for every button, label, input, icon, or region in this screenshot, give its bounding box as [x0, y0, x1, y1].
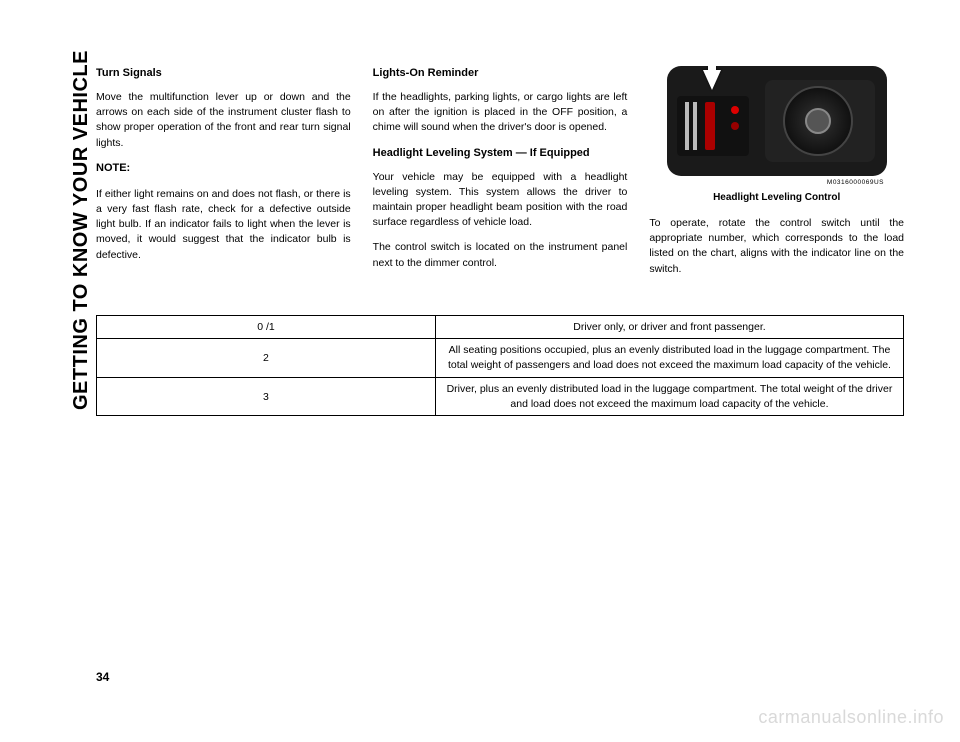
figure-headlight-control: M0316000069US Headlight Leveling Control — [649, 66, 904, 206]
table-body: 0 /1 Driver only, or driver and front pa… — [97, 315, 904, 415]
manual-page: GETTING TO KNOW YOUR VEHICLE Turn Signal… — [0, 0, 960, 742]
table-cell-position: 0 /1 — [97, 315, 436, 339]
arrow-down-icon — [703, 70, 721, 90]
figure-caption: Headlight Leveling Control — [649, 191, 904, 206]
headlight-dial-graphic — [783, 86, 853, 156]
column-2: Lights-On Reminder If the headlights, pa… — [373, 66, 628, 287]
note-body: If either light remains on and does not … — [96, 187, 351, 263]
table-cell-description: Driver only, or driver and front passeng… — [435, 315, 903, 339]
leveling-table: 0 /1 Driver only, or driver and front pa… — [96, 315, 904, 416]
column-3: M0316000069US Headlight Leveling Control… — [649, 66, 904, 287]
section-title-vertical: GETTING TO KNOW YOUR VEHICLE — [70, 110, 93, 410]
figure-image — [667, 66, 887, 176]
table-row: 2 All seating positions occupied, plus a… — [97, 339, 904, 377]
heading-lights-on-reminder: Lights-On Reminder — [373, 66, 628, 82]
table-cell-position: 3 — [97, 377, 436, 415]
table-cell-position: 2 — [97, 339, 436, 377]
page-number: 34 — [96, 670, 109, 684]
paragraph: To operate, rotate the control switch un… — [649, 216, 904, 277]
heading-turn-signals: Turn Signals — [96, 66, 351, 82]
paragraph: Your vehicle may be equipped with a head… — [373, 170, 628, 231]
paragraph: The control switch is located on the ins… — [373, 240, 628, 270]
heading-headlight-leveling: Headlight Leveling System — If Equipped — [373, 146, 628, 162]
table-cell-description: Driver, plus an evenly distributed load … — [435, 377, 903, 415]
content-columns: Turn Signals Move the multifunction leve… — [96, 66, 904, 287]
dial-panel-graphic — [765, 80, 875, 162]
table-row: 3 Driver, plus an evenly distributed loa… — [97, 377, 904, 415]
leveling-chart: 0 /1 Driver only, or driver and front pa… — [96, 315, 904, 416]
table-row: 0 /1 Driver only, or driver and front pa… — [97, 315, 904, 339]
column-1: Turn Signals Move the multifunction leve… — [96, 66, 351, 287]
watermark: carmanualsonline.info — [758, 707, 944, 728]
paragraph: If the headlights, parking lights, or ca… — [373, 90, 628, 136]
dimmer-panel-graphic — [677, 96, 749, 156]
figure-code: M0316000069US — [649, 178, 904, 187]
table-cell-description: All seating positions occupied, plus an … — [435, 339, 903, 377]
note-label: NOTE: — [96, 161, 351, 177]
paragraph: Move the multifunction lever up or down … — [96, 90, 351, 151]
